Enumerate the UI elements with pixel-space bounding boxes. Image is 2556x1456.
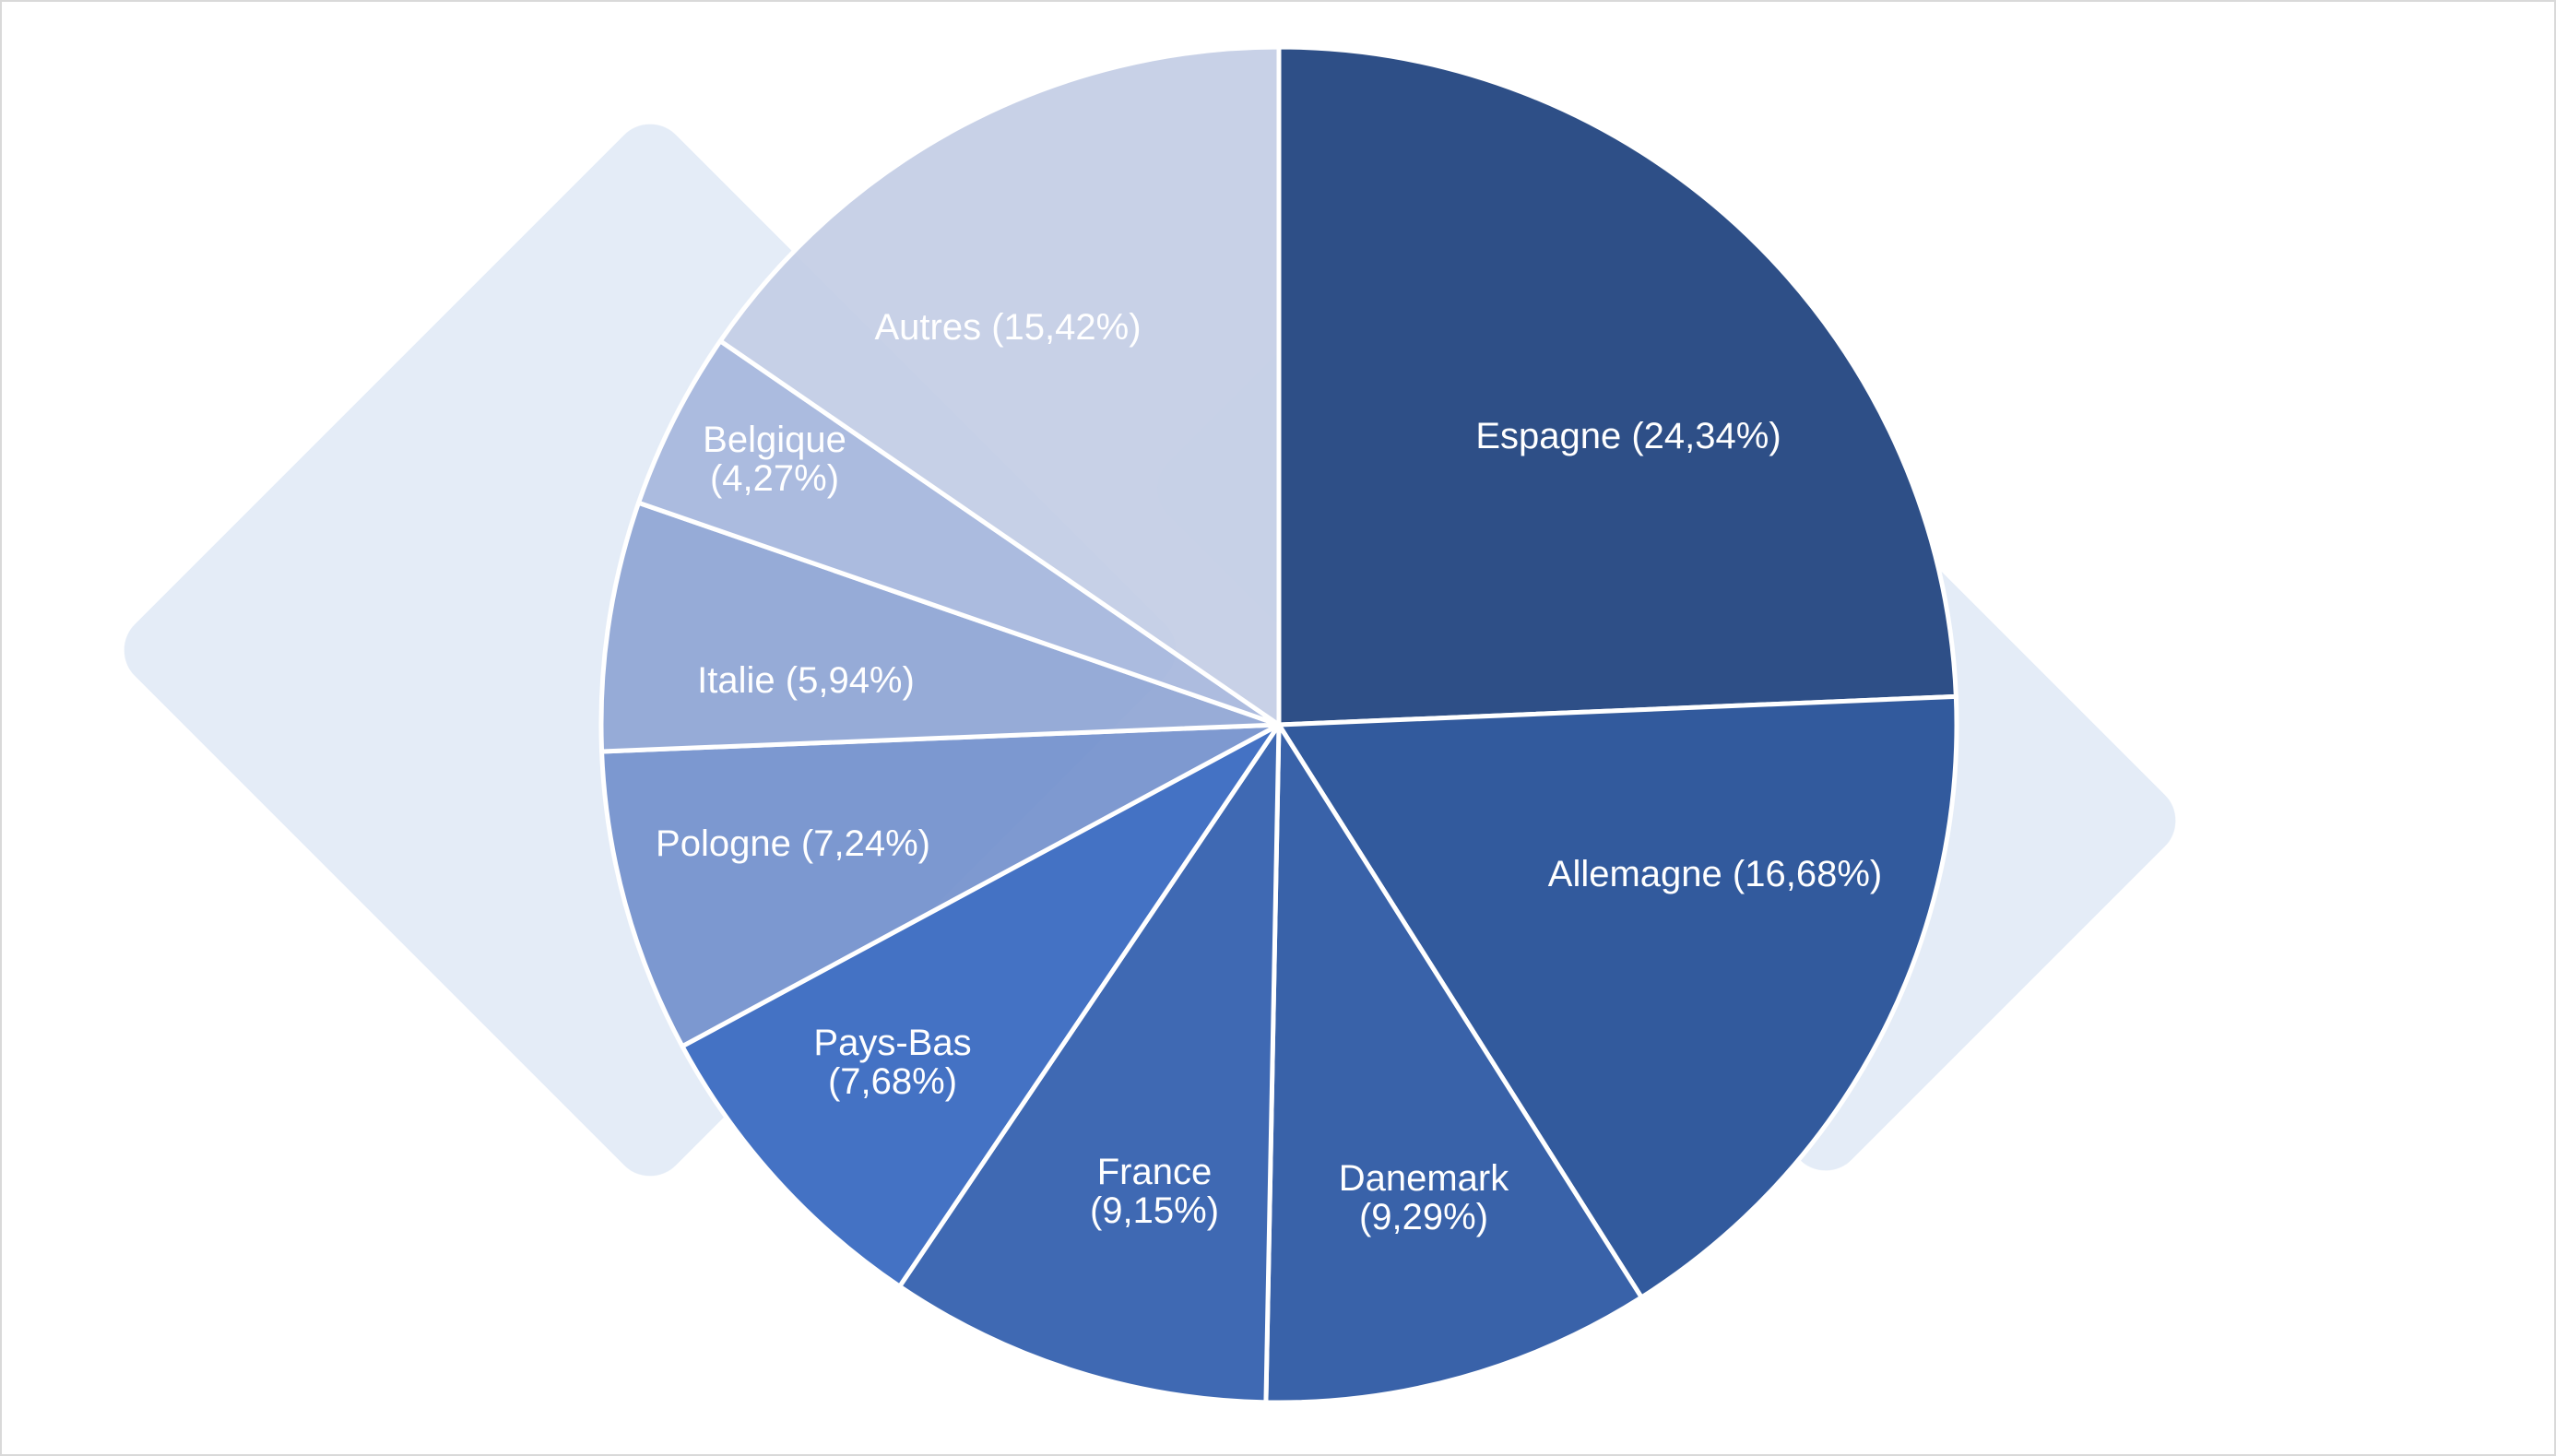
pie-labels: Espagne (24,34%) Allemagne (16,68%) Danema… [656,307,1882,1237]
pie-slice-allemagne [1276,693,1959,1300]
pie-slice-pays-bas [680,722,1282,1289]
slice-label-italie: Italie (5,94%) [697,660,915,701]
pie-slice-belgique [636,338,1282,728]
slice-label-belgique: Belgique (4,27%) [703,420,846,499]
pie-slice-espagne [1276,44,1958,728]
slice-label-allemagne: Allemagne (16,68%) [1548,854,1882,894]
pie-slice-danemark [1263,722,1644,1405]
pie-slice-france [897,722,1282,1405]
pie-slice-pologne [599,722,1282,1049]
pie-slices [598,44,1959,1405]
slice-label-france: France (9,15%) [1090,1152,1219,1231]
pie-slice-italie [598,500,1282,754]
slice-label-pologne: Pologne (7,24%) [656,823,930,864]
slice-label-danemark: Danemark (9,29%) [1339,1158,1510,1237]
pie-slice-autres [717,44,1282,728]
slice-label-pays-bas: Pays-Bas (7,68%) [813,1023,971,1102]
slice-label-espagne: Espagne (24,34%) [1475,416,1781,456]
slice-label-autres: Autres (15,42%) [874,307,1141,348]
